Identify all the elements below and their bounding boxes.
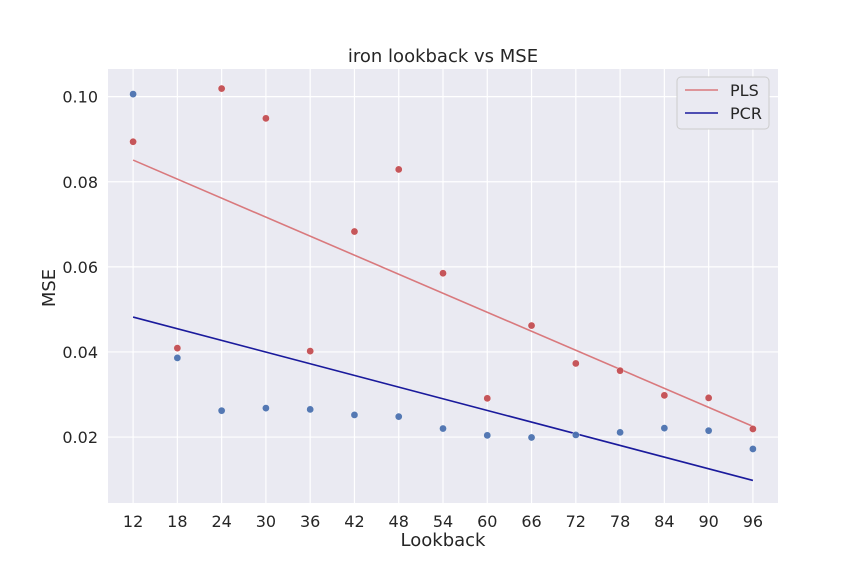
data-point-pcr	[527, 433, 536, 442]
data-point-pcr	[572, 431, 580, 439]
y-tick-label: 0.04	[62, 343, 98, 362]
data-points	[129, 84, 757, 453]
data-point-pls	[262, 114, 270, 123]
chart-title: iron lookback vs MSE	[348, 46, 538, 67]
data-point-pls	[704, 394, 713, 402]
fit-lines	[132, 159, 754, 482]
x-tick-label: 60	[477, 512, 497, 531]
x-tick-label: 18	[167, 512, 187, 531]
x-tick-label: 66	[521, 512, 541, 531]
data-point-pls	[527, 321, 536, 330]
data-point-pcr	[262, 404, 270, 412]
y-axis-label: MSE	[39, 269, 60, 307]
data-point-pcr	[704, 426, 713, 435]
data-point-pcr	[749, 445, 757, 453]
data-point-pcr	[129, 90, 137, 98]
x-tick-label: 12	[123, 512, 143, 531]
x-axis-label: Lookback	[401, 530, 487, 551]
data-point-pcr	[350, 411, 359, 419]
data-point-pls	[129, 137, 137, 146]
x-tick-label: 84	[654, 512, 674, 531]
fit-line-pcr	[132, 316, 754, 482]
legend: PLS PCR	[676, 76, 770, 130]
x-tick-label: 72	[566, 512, 586, 531]
y-axis-ticks: 0.02 0.04 0.06 0.08 0.10	[62, 88, 98, 447]
x-tick-label: 30	[256, 512, 276, 531]
y-tick-label: 0.06	[62, 258, 98, 277]
y-tick-label: 0.08	[62, 173, 98, 192]
data-point-pcr	[660, 424, 669, 432]
data-point-pls	[306, 347, 314, 355]
data-point-pls	[439, 269, 447, 278]
x-tick-label: 48	[389, 512, 409, 531]
data-point-pls	[616, 366, 624, 375]
data-point-pcr	[217, 406, 226, 415]
x-tick-label: 90	[698, 512, 718, 531]
x-axis-ticks: 12 18 24 30 36 42 48 54 60 66 72 78 84 90 96	[123, 512, 763, 531]
data-point-pcr	[483, 431, 492, 440]
data-point-pls	[660, 391, 669, 400]
data-point-pcr	[306, 405, 314, 414]
legend-label-pcr: PCR	[730, 104, 762, 123]
x-tick-label: 54	[433, 512, 453, 531]
x-tick-label: 96	[743, 512, 763, 531]
y-tick-label: 0.10	[62, 88, 98, 107]
data-point-pls	[350, 227, 359, 236]
data-point-pls	[483, 394, 492, 403]
x-tick-label: 24	[211, 512, 231, 531]
fit-line-pls	[132, 159, 754, 428]
data-point-pcr	[173, 354, 182, 362]
data-point-pls	[749, 425, 757, 433]
data-point-pls	[572, 359, 580, 368]
data-point-pcr	[394, 412, 403, 421]
data-point-pls	[394, 165, 403, 174]
x-tick-label: 42	[344, 512, 364, 531]
x-tick-label: 36	[300, 512, 320, 531]
data-point-pcr	[616, 428, 624, 437]
data-point-pcr	[439, 424, 447, 433]
data-point-pls	[173, 344, 182, 352]
y-tick-label: 0.02	[62, 428, 98, 447]
legend-label-pls: PLS	[730, 81, 759, 100]
x-tick-label: 78	[610, 512, 630, 531]
data-point-pls	[217, 84, 226, 93]
